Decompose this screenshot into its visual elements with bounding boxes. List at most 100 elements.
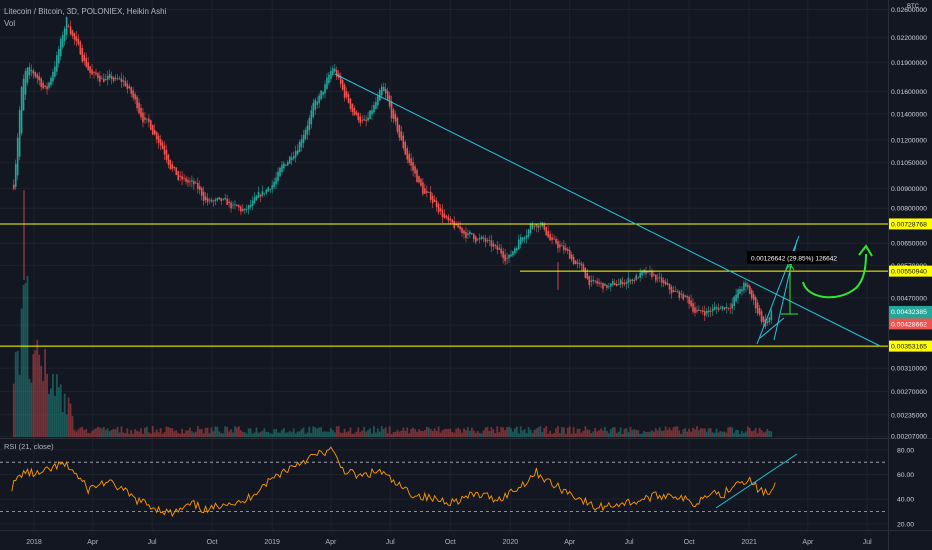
volume-bar (684, 428, 687, 437)
volume-bar (363, 426, 366, 437)
candle-body (637, 277, 640, 279)
volume-bar (480, 433, 483, 437)
volume-bar (99, 427, 101, 437)
candle-body (510, 254, 512, 257)
candle-body (584, 267, 587, 279)
candle-body (633, 280, 636, 281)
rsi-line (11, 446, 776, 518)
volume-bar (290, 432, 293, 437)
candle-body (506, 257, 508, 259)
volume-bar (615, 433, 618, 437)
candle-body (398, 124, 401, 138)
candle-body (561, 245, 563, 247)
candle-body (592, 279, 594, 282)
volume-bar (410, 428, 413, 437)
volume-bar (310, 432, 313, 437)
candle-body (300, 139, 303, 148)
candle-body (257, 192, 260, 198)
candle-body (95, 72, 97, 75)
candle-body (525, 235, 528, 239)
candle-body (52, 71, 54, 82)
candle-body (116, 78, 119, 80)
volume-bar (543, 428, 546, 437)
candle-body (148, 118, 150, 123)
volume-bar (232, 432, 234, 437)
candle-body (384, 88, 387, 94)
candle-body (345, 91, 348, 98)
candle-body (449, 218, 452, 221)
volume-bar (234, 426, 236, 437)
volume-bar (52, 373, 54, 437)
candle-body (261, 191, 264, 196)
volume-bar (138, 431, 140, 437)
candle-body (572, 256, 575, 264)
price-tag (889, 305, 932, 317)
candle-body (83, 54, 86, 62)
volume-bar (723, 431, 726, 437)
volume-bar (425, 426, 428, 437)
volume-bar (406, 427, 409, 437)
candle-body (208, 199, 211, 201)
candle-body (500, 248, 502, 254)
volume-bar (130, 430, 133, 437)
volume-bar (435, 431, 438, 437)
volume-bar (384, 427, 387, 437)
candle-body (702, 310, 704, 313)
candle-body (54, 66, 56, 77)
candle-body (564, 247, 567, 251)
candle-body (619, 279, 622, 285)
candle-body (445, 215, 448, 218)
candle-body (711, 308, 714, 312)
candle-body (273, 181, 275, 188)
volume-bar (87, 432, 90, 437)
volume-bar (371, 433, 373, 437)
volume-bar (541, 431, 544, 437)
volume-bar (249, 428, 252, 437)
rsi-trendline (715, 453, 798, 509)
candle-body (488, 240, 491, 241)
candle-body (149, 120, 152, 130)
candle-body (433, 199, 436, 202)
volume-bar (153, 432, 156, 437)
volume-bar (294, 433, 297, 437)
candle-body (496, 245, 499, 250)
volume-bar (729, 426, 732, 437)
candle-body (705, 310, 708, 314)
volume-bar (81, 426, 84, 437)
candle-body (212, 200, 215, 202)
candle-body (202, 191, 205, 201)
volume-bar (472, 430, 475, 437)
volume-bar (273, 429, 276, 437)
candle-body (222, 199, 225, 200)
time-tick-label: Jul (863, 539, 872, 546)
volume-bar (441, 430, 444, 437)
volume-bar (414, 429, 416, 437)
candle-body (351, 103, 354, 113)
candle-body (322, 91, 324, 95)
candle-body (404, 141, 407, 155)
volume-bar (22, 284, 25, 437)
candle-body (437, 203, 440, 213)
volume-bar (402, 427, 405, 437)
volume-bar (627, 432, 630, 437)
candle-body (40, 78, 42, 88)
candle-body (65, 17, 68, 35)
volume-bar (705, 431, 708, 437)
candle-body (756, 302, 759, 314)
price-tick-label: 0.00310000 (891, 366, 927, 373)
candle-body (48, 82, 50, 88)
candle-body (555, 238, 557, 244)
volume-bar (484, 427, 487, 437)
volume-bar (741, 431, 743, 437)
candle-body (151, 125, 154, 135)
candle-body (118, 78, 121, 80)
volume-bar (568, 426, 571, 437)
candle-body (754, 297, 757, 309)
volume-bar (65, 414, 68, 437)
candle-body (332, 68, 334, 75)
candle-body (418, 176, 420, 183)
candle-body (267, 187, 270, 192)
candle-body (324, 84, 326, 94)
candle-body (185, 178, 187, 182)
volume-bar (699, 427, 702, 437)
